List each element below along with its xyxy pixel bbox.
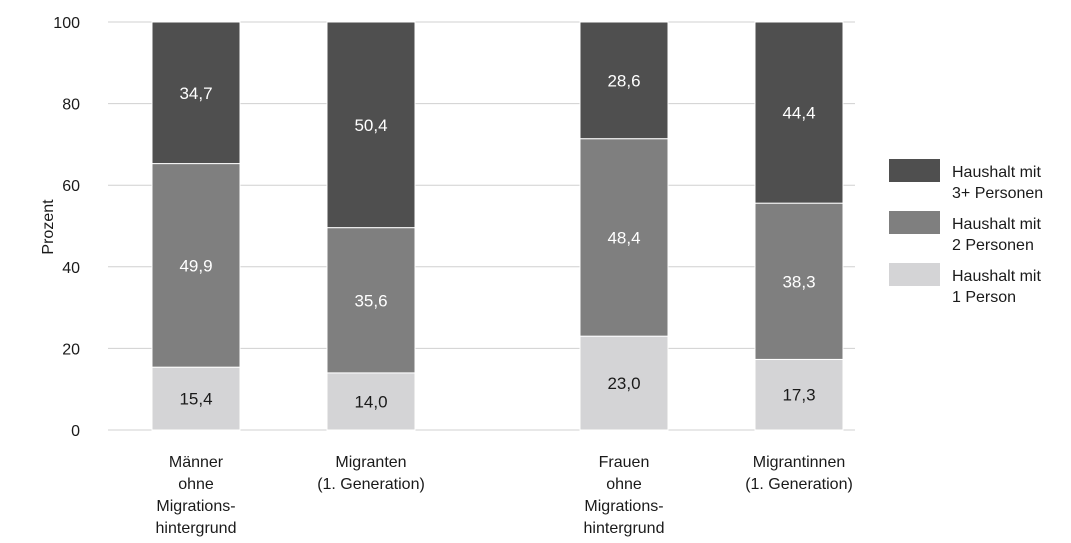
data-label-männer-haushalt-mit-1-person: 15,4: [179, 390, 212, 409]
data-label-männer-haushalt-mit-3-personen: 34,7: [179, 84, 212, 103]
legend-label-haushalt-mit-1-person: Haushalt mit 1 Person: [952, 268, 1041, 306]
bar-segment-migranten-haushalt-mit-3-personen: [326, 21, 416, 229]
y-tick-label-0: 0: [71, 423, 80, 440]
bar-segment-migrantinnen-haushalt-mit-3-personen: [754, 21, 844, 204]
legend-label-haushalt-mit-2-personen: Haushalt mit 2 Personen: [952, 216, 1041, 254]
bar-segment-männer-haushalt-mit-1-person: [151, 366, 241, 431]
category-label-migrantinnen: Migrantinnen (1. Generation): [745, 454, 853, 493]
data-label-frauen-haushalt-mit-3-personen: 28,6: [607, 71, 640, 90]
y-axis-title: Prozent: [40, 199, 57, 255]
data-label-migranten-haushalt-mit-3-personen: 50,4: [354, 116, 387, 135]
category-label-frauen: Frauen ohne Migrations-hintergrund: [584, 454, 665, 537]
y-tick-label-60: 60: [62, 178, 80, 195]
category-label-migranten: Migranten (1. Generation): [317, 454, 425, 493]
y-axis-ticks: 0 20 40 60 80 100: [53, 15, 80, 440]
data-label-migranten-haushalt-mit-2-personen: 35,6: [354, 291, 387, 310]
bar-segment-migrantinnen-haushalt-mit-2-personen: [754, 202, 844, 360]
y-tick-label-100: 100: [53, 15, 80, 32]
data-label-migranten-haushalt-mit-1-person: 14,0: [354, 392, 387, 411]
data-label-frauen-haushalt-mit-1-person: 23,0: [607, 374, 640, 393]
legend-label-haushalt-mit-3-personen: Haushalt mit 3+ Personen: [952, 164, 1043, 202]
data-label-frauen-haushalt-mit-2-personen: 48,4: [607, 228, 640, 247]
data-label-migrantinnen-haushalt-mit-1-person: 17,3: [782, 386, 815, 405]
legend-swatch-haushalt-mit-3-personen: [889, 159, 940, 182]
y-tick-label-80: 80: [62, 97, 80, 114]
category-label-männer: Männer ohne Migrations-hintergrund: [156, 454, 237, 537]
bar-segment-frauen-haushalt-mit-3-personen: [579, 21, 669, 140]
bar-segment-männer-haushalt-mit-2-personen: [151, 163, 241, 368]
data-label-migrantinnen-haushalt-mit-2-personen: 38,3: [782, 272, 815, 291]
data-label-migrantinnen-haushalt-mit-3-personen: 44,4: [782, 104, 815, 123]
bar-segment-männer-haushalt-mit-3-personen: [151, 21, 241, 165]
legend: Haushalt mit 3+ Personen Haushalt mit 2 Per…: [889, 159, 1043, 306]
bar-segment-frauen-haushalt-mit-1-person: [579, 335, 669, 431]
bar-segment-migrantinnen-haushalt-mit-1-person: [754, 358, 844, 431]
bar-segment-migranten-haushalt-mit-2-personen: [326, 227, 416, 374]
y-tick-label-20: 20: [62, 341, 80, 358]
bars: 15,4 49,9 34,7 14,0 35,6 50,4 23,0 48,4 28,6 17,3…: [151, 21, 844, 431]
bar-segment-frauen-haushalt-mit-2-personen: [579, 138, 669, 337]
legend-swatch-haushalt-mit-1-person: [889, 263, 940, 286]
y-tick-label-40: 40: [62, 260, 80, 277]
data-label-männer-haushalt-mit-2-personen: 49,9: [179, 256, 212, 275]
x-axis-category-labels: Männer ohne Migrations-hintergrund Migrante…: [156, 454, 853, 537]
legend-swatch-haushalt-mit-2-personen: [889, 211, 940, 234]
